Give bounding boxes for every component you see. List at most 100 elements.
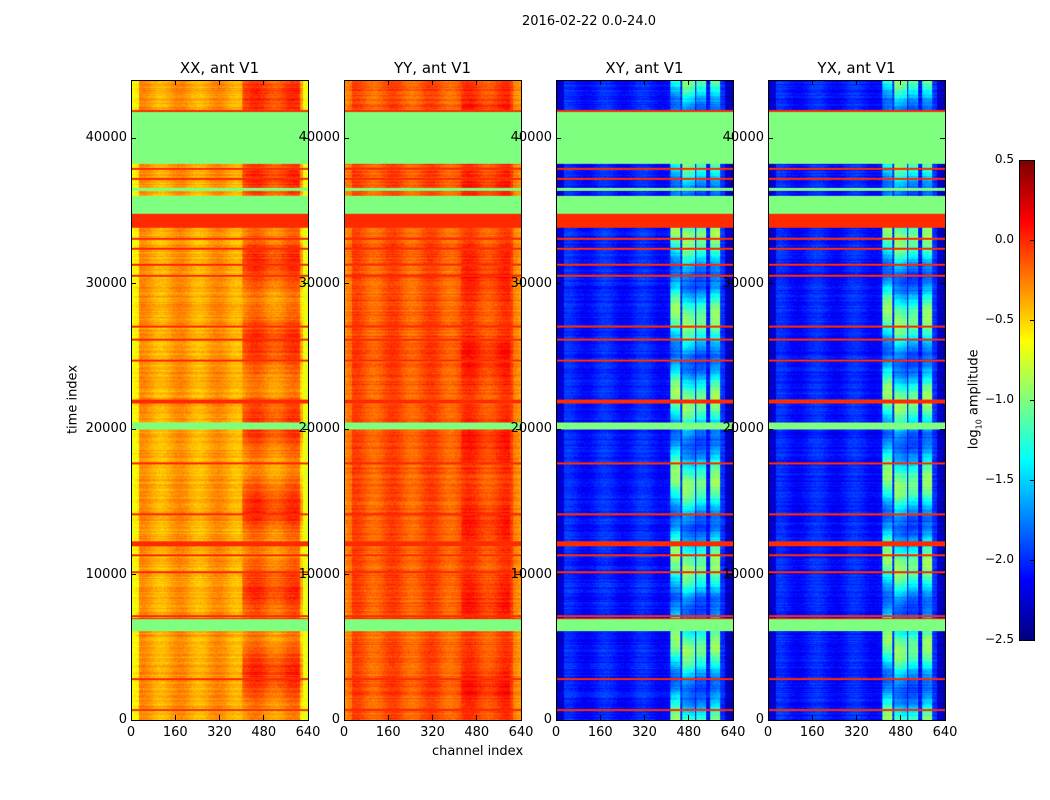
x-tick-top [219, 80, 220, 85]
y-tick [556, 574, 561, 576]
x-tick [476, 715, 478, 720]
y-tick-label: 20000 [298, 421, 340, 437]
y-tick-right [516, 283, 521, 285]
x-tick-top [732, 80, 734, 85]
colorbar-tick [1030, 159, 1035, 161]
colorbar-label-rest: amplitude [966, 349, 982, 420]
colorbar-label-sub: 10 [974, 419, 984, 430]
y-tick [131, 137, 136, 139]
x-tick [900, 715, 902, 720]
x-tick-top [811, 80, 813, 85]
y-tick-label: 0 [543, 712, 552, 727]
x-tick [767, 715, 769, 720]
x-tick-label: 480 [251, 725, 277, 740]
y-tick-right [303, 719, 308, 721]
y-tick [556, 283, 561, 285]
y-tick-label: 40000 [510, 130, 552, 146]
colorbar-tick-label: −0.5 [984, 312, 1014, 326]
x-tick [130, 715, 132, 720]
x-tick-top [767, 80, 769, 85]
x-tick [644, 715, 645, 720]
colorbar-tick [1030, 239, 1035, 241]
x-tick-label: 0 [551, 725, 561, 740]
y-tick [131, 428, 136, 430]
x-tick [688, 715, 690, 720]
x-tick-label: 0 [339, 725, 349, 740]
y-tick-right [303, 137, 308, 139]
y-tick-right [940, 283, 945, 285]
heatmap-xy [556, 80, 734, 721]
x-tick-label: 480 [464, 725, 490, 740]
x-tick-label: 480 [676, 725, 702, 740]
x-tick-top [307, 80, 309, 85]
y-tick [768, 428, 773, 430]
y-tick [344, 574, 349, 576]
y-tick-label: 10000 [85, 566, 127, 582]
y-tick [131, 283, 136, 285]
x-tick-label: 320 [632, 725, 657, 740]
y-tick-label: 10000 [510, 566, 552, 582]
figure-title: 2016-02-22 0.0-24.0 [522, 14, 656, 29]
x-tick [555, 715, 557, 720]
x-tick-top [343, 80, 345, 85]
x-tick-label: 0 [126, 725, 136, 740]
y-tick-label: 0 [118, 712, 127, 727]
y-tick-label: 10000 [298, 566, 340, 582]
y-tick-right [728, 574, 733, 576]
x-tick-top [944, 80, 946, 85]
x-tick [520, 715, 522, 720]
x-tick-top [174, 80, 176, 85]
x-tick-label: 640 [720, 725, 746, 740]
x-tick-top [644, 80, 645, 85]
x-tick [856, 715, 857, 720]
x-tick [599, 715, 601, 720]
x-tick-top [520, 80, 522, 85]
x-tick-label: 480 [888, 725, 914, 740]
y-tick [768, 283, 773, 285]
y-tick [768, 574, 773, 576]
x-tick-label: 160 [162, 725, 188, 740]
x-tick-top [555, 80, 557, 85]
x-tick-label: 160 [799, 725, 825, 740]
y-tick [556, 428, 561, 430]
panel-title: YX, ant V1 [817, 59, 896, 77]
x-tick [811, 715, 813, 720]
y-tick-right [303, 428, 308, 430]
y-tick [344, 428, 349, 430]
x-tick-label: 320 [844, 725, 869, 740]
colorbar-tick [1030, 319, 1035, 321]
x-tick [307, 715, 309, 720]
y-tick-right [940, 137, 945, 139]
y-tick-right [940, 719, 945, 721]
y-tick-label: 20000 [722, 421, 764, 437]
x-tick-label: 0 [763, 725, 773, 740]
y-tick-label: 0 [331, 712, 340, 727]
x-tick-label: 640 [295, 725, 321, 740]
y-tick [131, 574, 136, 576]
colorbar-tick [1030, 479, 1035, 481]
y-tick-right [516, 719, 521, 721]
colorbar [1019, 160, 1035, 641]
x-tick [174, 715, 176, 720]
y-tick-label: 40000 [722, 130, 764, 146]
y-tick [768, 719, 773, 721]
y-tick-right [728, 719, 733, 721]
x-axis-label: channel index [432, 744, 524, 759]
y-tick [556, 137, 561, 139]
colorbar-tick-label: −2.5 [984, 632, 1014, 646]
y-tick-label: 30000 [85, 275, 127, 291]
x-tick [343, 715, 345, 720]
x-tick-label: 160 [375, 725, 401, 740]
y-tick-right [728, 283, 733, 285]
heatmap-yy [344, 80, 522, 721]
y-tick-right [303, 283, 308, 285]
y-tick-label: 30000 [722, 275, 764, 291]
x-tick [944, 715, 946, 720]
x-tick-label: 640 [508, 725, 534, 740]
y-tick-right [516, 428, 521, 430]
x-tick-label: 640 [932, 725, 958, 740]
x-tick-top [900, 80, 902, 85]
x-tick-top [476, 80, 478, 85]
colorbar-tick-label: 0.5 [994, 152, 1014, 166]
